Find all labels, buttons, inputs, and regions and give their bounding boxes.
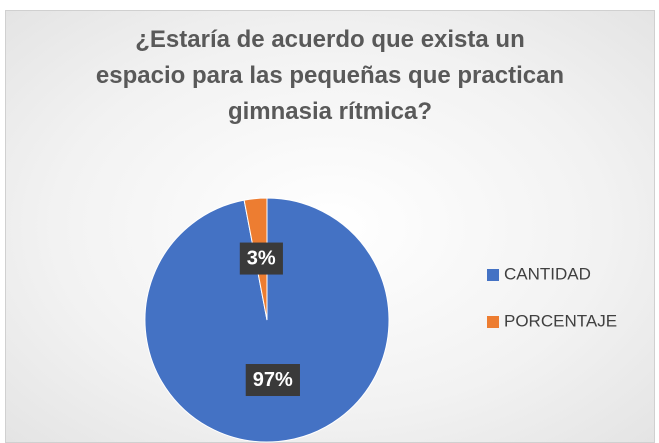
data-label-box bbox=[245, 364, 300, 397]
data-label-box bbox=[239, 242, 283, 275]
legend-swatch bbox=[487, 316, 499, 328]
legend-swatch bbox=[487, 269, 499, 281]
chart-title: ¿Estaría de acuerdo que exista un espaci… bbox=[95, 26, 565, 125]
data-label: 97% bbox=[253, 369, 293, 391]
data-label: 3% bbox=[247, 248, 276, 270]
legend-label: CANTIDAD bbox=[504, 264, 591, 283]
legend-label: PORCENTAJE bbox=[504, 311, 617, 330]
